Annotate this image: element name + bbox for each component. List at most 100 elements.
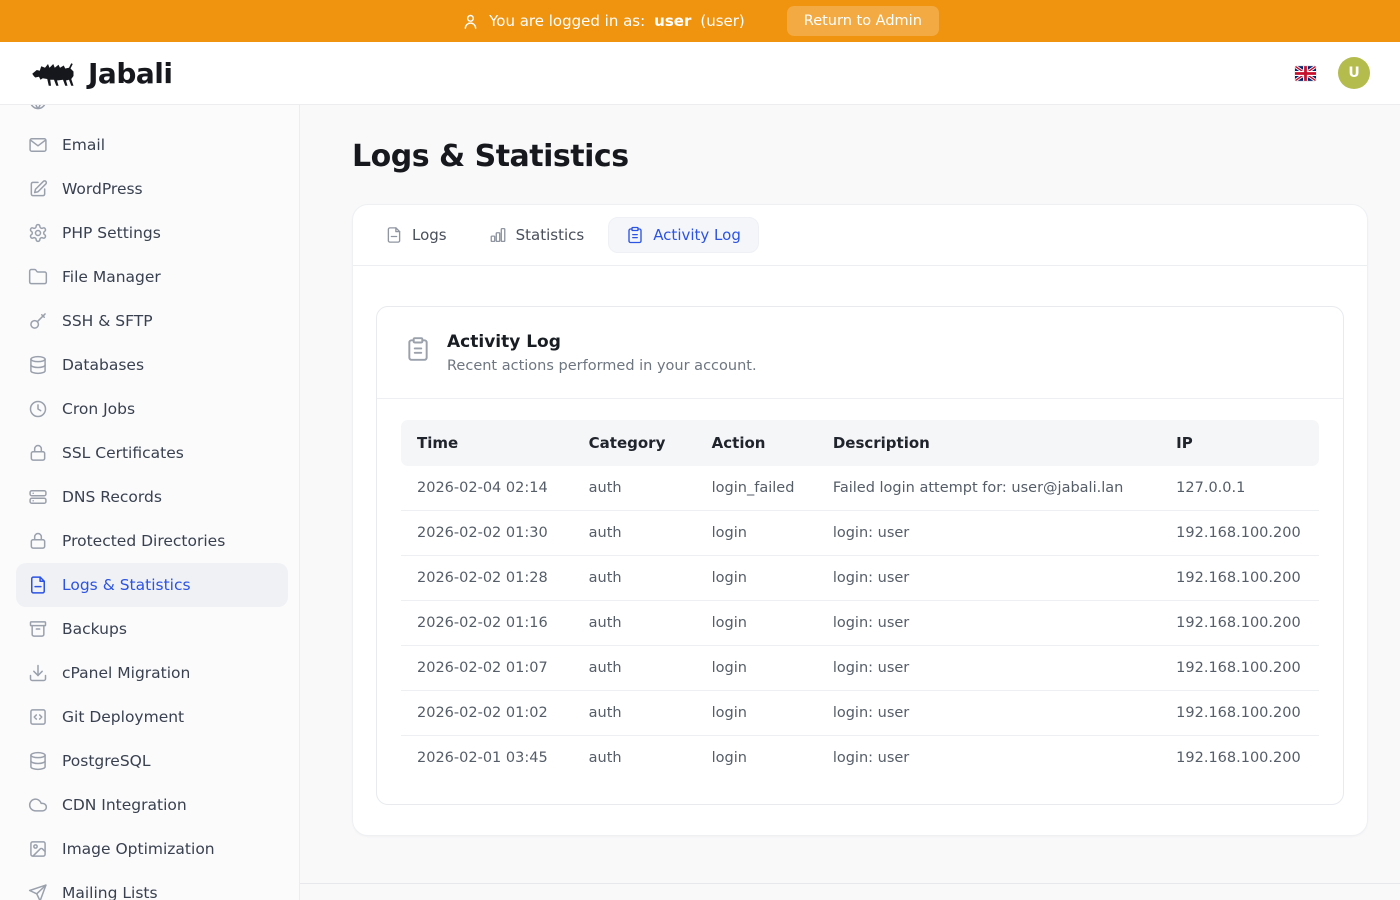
card-subtitle: Recent actions performed in your account… (447, 358, 757, 374)
cell-category: auth (572, 600, 696, 646)
logged-in-role: (user) (700, 12, 745, 30)
cell-category: auth (572, 466, 696, 511)
return-to-admin-button[interactable]: Return to Admin (786, 6, 939, 36)
bar-chart-icon (490, 227, 506, 243)
cell-description: login: user (816, 510, 1161, 556)
sidebar-item-ssl-certificates[interactable]: SSL Certificates (16, 431, 288, 475)
sidebar-item-file-manager[interactable]: File Manager (16, 255, 288, 299)
sidebar-item-cron-jobs[interactable]: Cron Jobs (16, 387, 288, 431)
sidebar-item-label: Mailing Lists (62, 884, 158, 900)
sidebar-item-label: PostgreSQL (62, 752, 151, 770)
admin-impersonation-bar: You are logged in as: user (user) Return… (0, 0, 1400, 42)
table-row: 2026-02-02 01:02 auth login login: user … (401, 690, 1319, 736)
cell-action: login (711, 750, 747, 766)
sidebar-item-cdn-integration[interactable]: CDN Integration (16, 783, 288, 827)
header-actions: U (1295, 57, 1370, 89)
sidebar-item-mailing-lists[interactable]: Mailing Lists (16, 871, 288, 900)
cell-description: Failed login attempt for: user@jabali.la… (816, 466, 1161, 511)
sidebar-item-label: DNS Records (62, 488, 162, 506)
sidebar-item-label: PHP Settings (62, 224, 161, 242)
sidebar-item-cpanel-migration[interactable]: cPanel Migration (16, 651, 288, 695)
file-text-icon (387, 227, 401, 243)
table-row: 2026-02-02 01:30 auth login login: user … (401, 510, 1319, 556)
cell-description: login: user (816, 600, 1161, 646)
cell-time: 2026-02-02 01:02 (401, 690, 573, 736)
activity-table: Time Category Action Description IP 2026… (401, 420, 1319, 780)
sidebar-item-label: SSH & SFTP (62, 312, 153, 330)
logs-panel: Logs Statistics Activity Log Activity Lo… (352, 204, 1368, 836)
cell-ip: 192.168.100.200 (1176, 750, 1301, 766)
sidebar-item-php-settings[interactable]: PHP Settings (16, 211, 288, 255)
cell-category: auth (572, 555, 696, 601)
sidebar-item-label: Email (62, 136, 106, 154)
cell-time: 2026-02-01 03:45 (417, 750, 548, 766)
sidebar-item-logs-statistics[interactable]: Logs & Statistics (16, 563, 288, 607)
cell-time: 2026-02-04 02:14 (401, 466, 573, 511)
sidebar-item-partial[interactable] (16, 105, 288, 123)
uk-flag-icon[interactable] (1295, 65, 1316, 81)
sidebar-item-label: cPanel Migration (62, 664, 191, 682)
cell-ip: 192.168.100.200 (1160, 510, 1319, 556)
tab-logs[interactable]: Logs (367, 217, 465, 253)
boar-icon (32, 63, 74, 86)
cell-description: login: user (816, 555, 1161, 601)
sidebar-item-label: Protected Directories (62, 532, 226, 550)
image-icon (30, 841, 46, 857)
code-icon (30, 709, 46, 725)
table-row: 2026-02-04 02:14 auth login_failed Faile… (401, 466, 1319, 511)
cell-action: login (695, 510, 817, 556)
server-icon (29, 490, 47, 504)
tab-activity-log[interactable]: Activity Log (608, 217, 759, 253)
brand-logo[interactable]: Jabali (30, 55, 173, 91)
col-action: Action (695, 420, 817, 466)
card-header: Activity Log Recent actions performed in… (377, 307, 1343, 399)
sidebar-item-databases[interactable]: Databases (16, 343, 288, 387)
sidebar-item-label: Backups (62, 620, 127, 638)
gear-icon (29, 223, 47, 243)
sidebar-item-dns-records[interactable]: DNS Records (16, 475, 288, 519)
sidebar: Email WordPress PHP Settings File Manage… (0, 105, 300, 900)
cell-action: login (695, 600, 817, 646)
sidebar-item-label: Cron Jobs (62, 400, 136, 418)
logged-in-username: user (654, 12, 692, 30)
cell-ip: 127.0.0.1 (1160, 466, 1319, 511)
sidebar-item-wordpress[interactable]: WordPress (16, 167, 288, 211)
col-ip: IP (1160, 420, 1319, 466)
cell-ip: 192.168.100.200 (1160, 645, 1319, 691)
table-row: 2026-02-02 01:28 auth login login: user … (401, 555, 1319, 601)
tab-label: Statistics (515, 226, 585, 244)
brand-name: Jabali (88, 56, 173, 90)
sidebar-item-email[interactable]: Email (16, 123, 288, 167)
activity-log-card: Activity Log Recent actions performed in… (376, 306, 1344, 805)
sidebar-item-protected-directories[interactable]: Protected Directories (16, 519, 288, 563)
logged-in-prefix: You are logged in as: (489, 12, 646, 30)
sidebar-item-git-deployment[interactable]: Git Deployment (16, 695, 288, 739)
cell-category: auth (588, 750, 622, 766)
download-icon (29, 664, 47, 682)
clipboard-icon (628, 226, 642, 244)
sidebar-item-postgresql[interactable]: PostgreSQL (16, 739, 288, 783)
sidebar-item-ssh-sftp[interactable]: SSH & SFTP (16, 299, 288, 343)
key-icon (30, 313, 46, 329)
cell-action: login (695, 555, 817, 601)
cell-description: login: user (832, 750, 910, 766)
user-avatar[interactable]: U (1338, 57, 1370, 89)
tab-statistics[interactable]: Statistics (471, 217, 603, 253)
page-title: Logs & Statistics (352, 139, 629, 174)
mail-icon (29, 138, 47, 152)
clipboard-icon (408, 337, 428, 361)
col-time: Time (401, 420, 573, 466)
cell-time: 2026-02-02 01:28 (401, 555, 573, 601)
sidebar-item-label: Git Deployment (62, 708, 185, 726)
tab-label: Activity Log (653, 226, 741, 244)
tab-bar: Logs Statistics Activity Log (353, 205, 1367, 266)
cell-category: auth (572, 510, 696, 556)
sidebar-item-image-optimization[interactable]: Image Optimization (16, 827, 288, 871)
cloud-icon (28, 798, 48, 812)
sidebar-item-backups[interactable]: Backups (16, 607, 288, 651)
tab-label: Logs (412, 226, 447, 244)
card-body: Time Category Action Description IP 2026… (377, 399, 1343, 804)
cell-description: login: user (816, 690, 1161, 736)
cell-action: login (695, 690, 817, 736)
app-header: Jabali U (0, 42, 1400, 105)
